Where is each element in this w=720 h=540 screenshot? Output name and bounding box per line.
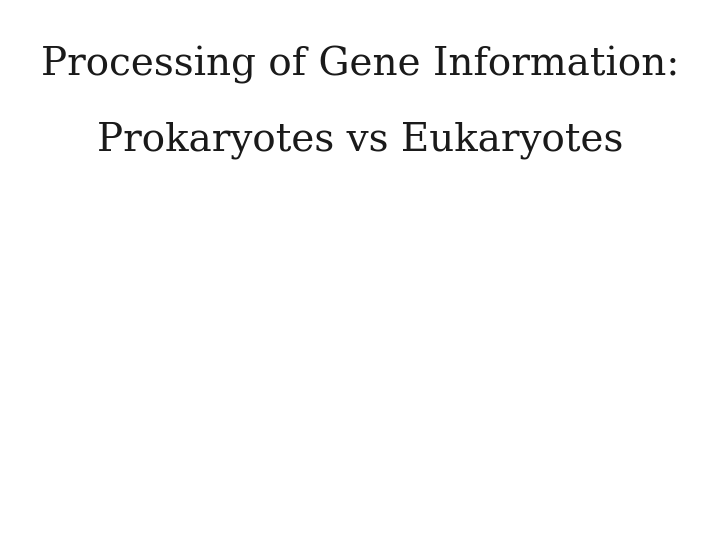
Text: Processing of Gene Information:: Processing of Gene Information:: [41, 46, 679, 84]
Text: Prokaryotes vs Eukaryotes: Prokaryotes vs Eukaryotes: [96, 122, 624, 159]
